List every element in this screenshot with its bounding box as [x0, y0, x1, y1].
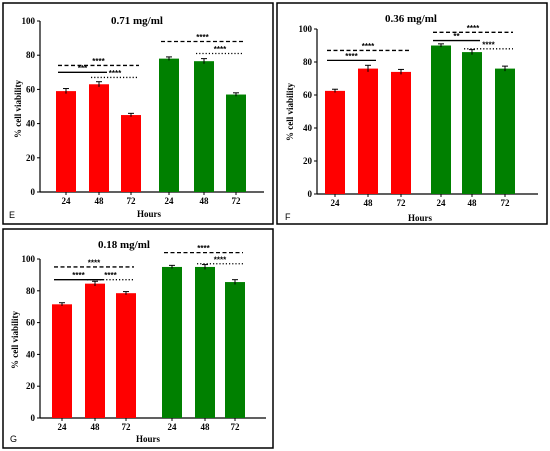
bar: [391, 71, 411, 194]
bar: [325, 90, 345, 194]
y-tick-label: 60: [26, 318, 36, 328]
y-tick-label: 20: [303, 156, 313, 166]
x-tick-label: 72: [397, 198, 407, 208]
x-tick-label: 48: [200, 196, 210, 206]
chart-title: 0.18 mg/ml: [98, 239, 150, 251]
y-axis-label: % cell viability: [13, 80, 23, 138]
bar: [194, 61, 214, 193]
x-tick-label: 48: [201, 422, 211, 432]
panel-letter: F: [285, 212, 291, 222]
y-tick-label: 60: [303, 90, 313, 100]
bar: [85, 283, 105, 418]
significance-label: ****: [72, 271, 85, 280]
y-tick-label: 20: [26, 153, 36, 163]
significance-label: ****: [214, 255, 227, 264]
x-tick-label: 24: [331, 198, 341, 208]
x-tick-label: 72: [127, 196, 137, 206]
significance-label: ****: [467, 24, 480, 33]
x-axis-label: Hours: [408, 213, 433, 223]
y-tick-label: 0: [31, 187, 36, 197]
significance-label: ****: [196, 33, 209, 42]
x-tick-label: 48: [364, 198, 374, 208]
significance-label: ****: [362, 42, 375, 51]
y-tick-label: 0: [31, 413, 36, 423]
x-tick-label: 24: [62, 196, 72, 206]
bar: [116, 293, 136, 418]
significance-label: ****: [482, 40, 495, 49]
chart-title: 0.71 mg/ml: [111, 15, 163, 27]
x-tick-label: 72: [122, 422, 132, 432]
bar: [52, 304, 72, 418]
significance-label: ****: [345, 52, 358, 61]
x-tick-label: 72: [501, 198, 511, 208]
bar: [226, 94, 246, 192]
significance-label: ****: [92, 57, 105, 66]
y-tick-label: 80: [26, 50, 36, 60]
x-tick-label: 24: [168, 422, 178, 432]
x-axis-label: Hours: [137, 209, 162, 219]
panel-letter: G: [10, 434, 17, 444]
bar: [159, 58, 179, 193]
bar: [121, 115, 141, 192]
y-tick-label: 20: [26, 381, 36, 391]
bar: [162, 266, 182, 418]
significance-label: ****: [214, 45, 227, 54]
x-tick-label: 48: [91, 422, 101, 432]
y-axis-label: % cell viability: [10, 311, 20, 369]
x-axis-label: Hours: [136, 434, 161, 444]
bar: [195, 266, 215, 418]
bar: [431, 45, 451, 194]
y-tick-label: 0: [308, 189, 313, 199]
chart-panel-e: 0.71 mg/ml % cell viability Hours E 0 20 4…: [2, 2, 274, 225]
significance-label: ****: [88, 258, 101, 267]
bar: [89, 84, 109, 192]
y-axis-label: % cell viability: [285, 83, 295, 141]
y-tick-label: 40: [303, 123, 313, 133]
y-tick-label: 80: [26, 286, 36, 296]
bar: [495, 68, 515, 194]
y-tick-label: 40: [26, 349, 36, 359]
x-tick-label: 24: [58, 422, 68, 432]
x-tick-label: 48: [468, 198, 478, 208]
y-tick-label: 100: [22, 254, 36, 264]
x-tick-label: 24: [437, 198, 447, 208]
bar: [358, 68, 378, 194]
chart-panel-g: 0.18 mg/ml % cell viability Hours G 0 20 4…: [2, 228, 274, 449]
y-tick-label: 100: [299, 24, 313, 34]
x-tick-label: 72: [231, 422, 241, 432]
significance-label: ****: [104, 271, 117, 280]
y-tick-label: 60: [26, 84, 36, 94]
significance-label: **: [453, 32, 460, 41]
x-tick-label: 24: [165, 196, 175, 206]
x-tick-label: 72: [232, 196, 242, 206]
chart-title: 0.36 mg/ml: [385, 13, 437, 25]
y-tick-label: 100: [22, 16, 36, 26]
panel-letter: E: [9, 210, 15, 220]
bar: [225, 282, 245, 418]
y-tick-label: 80: [303, 57, 313, 67]
significance-label: ****: [109, 69, 122, 78]
y-tick-label: 40: [26, 119, 36, 129]
bar: [56, 91, 76, 192]
x-tick-label: 48: [95, 196, 105, 206]
significance-label: ****: [197, 244, 210, 253]
bar: [462, 52, 482, 194]
significance-label: ***: [78, 64, 88, 73]
chart-panel-f: 0.36 mg/ml % cell viability Hours F 0 20 4…: [276, 2, 548, 225]
